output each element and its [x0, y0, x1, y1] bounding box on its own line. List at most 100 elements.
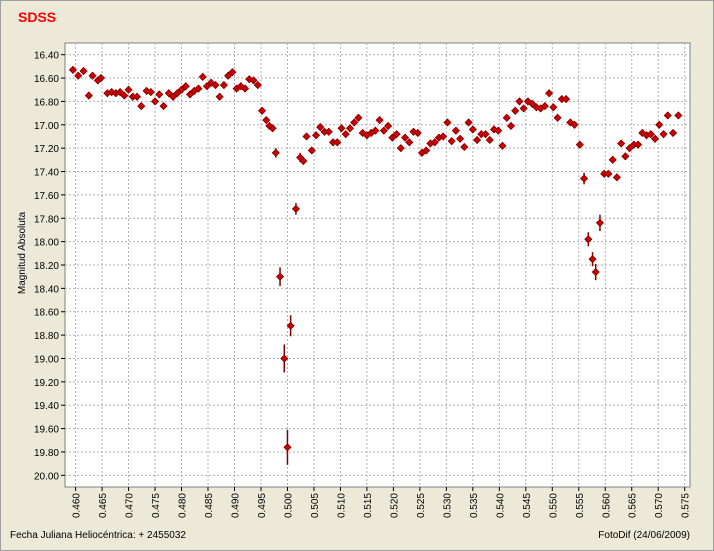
data-point — [198, 72, 207, 81]
x-tick-label: 0.530 — [442, 493, 453, 518]
y-tick-label: 18.00 — [34, 238, 59, 249]
data-point — [659, 130, 668, 139]
data-point — [528, 99, 537, 108]
y-tick-label: 18.60 — [34, 308, 59, 319]
data-point — [88, 71, 97, 80]
x-tick-label: 0.555 — [575, 493, 586, 518]
data-point — [299, 156, 308, 166]
data-point — [409, 127, 418, 136]
data-point — [316, 123, 325, 132]
data-point — [202, 82, 212, 91]
x-tick-label: 0.480 — [178, 493, 189, 518]
y-tick-label: 16.40 — [34, 51, 59, 62]
data-point — [302, 132, 311, 141]
data-point — [400, 133, 410, 142]
data-point — [116, 88, 125, 97]
data-point — [142, 86, 151, 95]
y-tick-label: 18.20 — [34, 261, 59, 272]
data-point — [413, 128, 422, 138]
y-tick-label: 17.00 — [34, 121, 59, 132]
data-point — [132, 92, 142, 101]
data-point — [291, 204, 300, 213]
data-point — [341, 130, 350, 139]
data-point — [422, 146, 431, 155]
y-tick-label: 20.00 — [34, 471, 59, 482]
data-point — [324, 127, 333, 136]
data-point — [451, 126, 460, 135]
data-point — [137, 102, 146, 111]
data-point — [481, 130, 490, 139]
data-point — [219, 80, 228, 90]
x-tick-label: 0.550 — [548, 493, 559, 518]
data-point — [443, 118, 452, 127]
data-point — [150, 97, 160, 106]
data-point — [621, 152, 630, 161]
y-tick-label: 17.80 — [34, 214, 59, 225]
data-point — [350, 118, 359, 127]
x-axis-label: Fecha Juliana Heliocéntrica: + 2455032 — [10, 530, 186, 541]
data-point — [159, 102, 168, 111]
data-point — [515, 97, 524, 106]
data-point — [185, 90, 195, 99]
data-point — [608, 155, 617, 164]
chart-title: SDSS — [18, 9, 56, 25]
data-point — [168, 92, 178, 101]
x-tick-label: 0.495 — [257, 493, 268, 518]
data-point — [663, 111, 672, 120]
x-tick-label: 0.465 — [98, 493, 109, 518]
data-point — [575, 140, 584, 149]
data-point — [625, 144, 634, 153]
data-point — [241, 84, 250, 93]
x-tick-label: 0.535 — [469, 493, 480, 518]
data-point — [566, 118, 575, 127]
data-point — [228, 68, 237, 77]
y-tick-label: 16.60 — [34, 74, 59, 85]
data-point — [561, 95, 571, 104]
data-point — [283, 443, 292, 452]
data-point — [646, 130, 655, 139]
data-point — [617, 139, 626, 148]
y-tick-label: 17.60 — [34, 191, 59, 202]
data-point — [580, 174, 589, 183]
data-point — [164, 89, 173, 98]
data-point — [371, 126, 380, 135]
data-point — [307, 146, 316, 155]
x-tick-label: 0.560 — [601, 493, 612, 518]
data-point — [405, 138, 414, 147]
data-point — [224, 71, 233, 80]
data-point — [612, 173, 621, 182]
data-point — [392, 130, 401, 139]
data-point — [177, 85, 186, 94]
x-tick-label: 0.565 — [628, 493, 639, 518]
data-point — [79, 66, 88, 76]
x-tick-label: 0.460 — [72, 493, 83, 518]
data-point — [584, 235, 593, 244]
data-point — [388, 133, 397, 142]
data-point — [375, 116, 384, 125]
data-point — [345, 124, 355, 133]
data-point — [502, 113, 511, 122]
y-tick-label: 19.00 — [34, 354, 59, 365]
data-point — [456, 134, 465, 143]
data-point — [460, 142, 469, 152]
y-tick-label: 17.40 — [34, 168, 59, 179]
data-point — [473, 135, 482, 145]
y-tick-label: 19.40 — [34, 401, 59, 412]
x-tick-label: 0.540 — [495, 493, 506, 518]
data-point — [506, 121, 516, 131]
data-point — [215, 92, 224, 101]
data-point — [519, 104, 528, 113]
data-point — [333, 138, 342, 147]
data-point — [245, 75, 254, 84]
credit: FotoDif (24/06/2009) — [598, 530, 690, 541]
x-tick-label: 0.575 — [681, 493, 692, 518]
y-tick-label: 19.80 — [34, 448, 59, 459]
data-point — [257, 106, 267, 115]
x-tick-label: 0.490 — [230, 493, 241, 518]
data-point — [396, 144, 405, 153]
y-tick-label: 16.80 — [34, 97, 59, 108]
data-point — [68, 65, 78, 74]
data-point — [384, 121, 393, 131]
